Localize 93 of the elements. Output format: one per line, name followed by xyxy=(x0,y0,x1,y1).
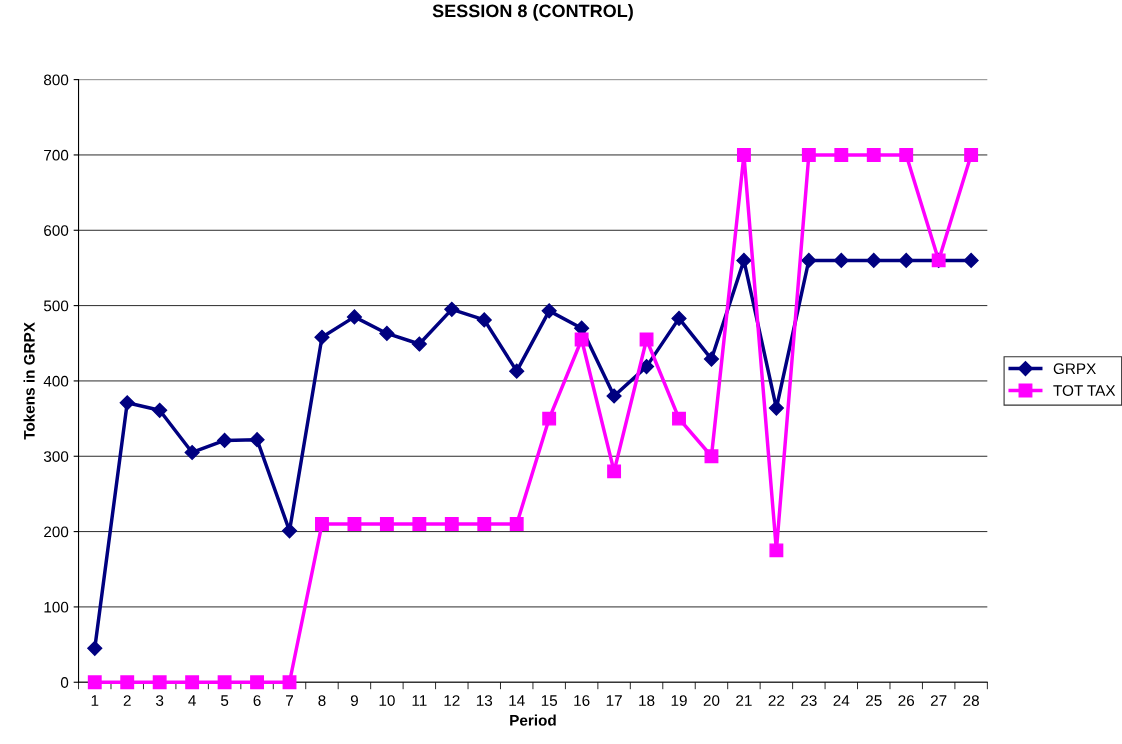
x-tick-label: 15 xyxy=(541,695,558,706)
y-tick-label: 400 xyxy=(43,375,69,387)
y-tick-label: 700 xyxy=(44,149,69,161)
x-tick-label: 22 xyxy=(768,695,785,706)
x-tick-label: 16 xyxy=(574,695,590,706)
point xyxy=(315,517,329,532)
y-tick-label: 500 xyxy=(43,300,69,312)
legend-label: TOT TAX xyxy=(1053,385,1116,396)
y-axis-title: Tokens in GRPX xyxy=(23,322,35,440)
point xyxy=(769,543,784,558)
y-tick-label: 100 xyxy=(44,601,69,613)
point xyxy=(574,332,589,347)
x-tick-label: 7 xyxy=(286,695,293,706)
x-tick-label: 14 xyxy=(509,695,525,706)
point xyxy=(898,252,914,268)
point xyxy=(346,309,363,325)
point xyxy=(444,517,459,532)
point xyxy=(282,675,297,690)
point xyxy=(736,147,751,162)
x-tick-label: 2 xyxy=(123,695,131,706)
point xyxy=(250,675,265,690)
point xyxy=(185,675,200,690)
x-tick-label: 11 xyxy=(412,695,427,706)
point xyxy=(217,675,232,690)
point xyxy=(184,444,200,461)
point xyxy=(866,147,881,162)
point xyxy=(607,464,622,479)
y-tick-label: 300 xyxy=(43,451,69,462)
point xyxy=(672,411,686,426)
point xyxy=(249,432,265,448)
x-tick-label: 21 xyxy=(736,695,752,706)
point xyxy=(120,675,135,690)
legend-label: GRPX xyxy=(1053,363,1096,375)
point xyxy=(671,310,687,326)
x-tick-label: 8 xyxy=(318,695,326,706)
x-axis-title: Period xyxy=(510,714,556,726)
x-tick-label: 10 xyxy=(379,695,395,706)
x-tick-label: 4 xyxy=(188,695,196,706)
x-tick-label: 18 xyxy=(639,695,655,706)
point xyxy=(477,517,492,532)
point xyxy=(444,301,460,317)
point xyxy=(736,252,752,268)
x-tick-label: 27 xyxy=(930,695,947,706)
point xyxy=(704,449,719,464)
x-tick-label: 20 xyxy=(703,695,720,706)
point xyxy=(768,400,784,416)
point xyxy=(801,252,817,268)
x-tick-label: 9 xyxy=(350,695,358,706)
point xyxy=(866,252,882,268)
point xyxy=(379,517,394,532)
point xyxy=(703,351,720,367)
point xyxy=(509,363,525,379)
point xyxy=(314,329,330,345)
point xyxy=(411,336,427,352)
x-tick-label: 23 xyxy=(801,695,817,706)
x-tick-label: 13 xyxy=(476,695,493,706)
x-tick-label: 6 xyxy=(253,695,261,706)
point xyxy=(542,411,557,426)
point xyxy=(379,325,395,342)
x-tick-label: 1 xyxy=(91,695,99,706)
x-tick-label: 24 xyxy=(833,695,850,706)
point xyxy=(509,517,524,532)
point xyxy=(217,432,233,449)
point xyxy=(963,252,979,268)
x-tick-label: 25 xyxy=(866,695,882,706)
point xyxy=(87,640,103,656)
x-tick-label: 5 xyxy=(220,695,229,706)
point xyxy=(281,523,298,539)
y-tick-label: 0 xyxy=(60,677,69,688)
point xyxy=(801,147,816,162)
point xyxy=(541,303,557,319)
y-tick-label: 200 xyxy=(44,526,69,538)
point xyxy=(476,312,492,328)
x-tick-label: 12 xyxy=(444,695,460,706)
x-tick-label: 26 xyxy=(898,695,915,706)
x-tick-label: 19 xyxy=(671,695,687,706)
point xyxy=(87,675,102,690)
x-tick-label: 17 xyxy=(606,695,622,706)
point xyxy=(964,147,979,162)
point xyxy=(412,517,427,532)
y-tick-label: 600 xyxy=(44,225,69,236)
point xyxy=(833,252,849,268)
point xyxy=(347,517,362,532)
x-tick-label: 3 xyxy=(156,695,164,706)
point xyxy=(152,402,168,418)
point xyxy=(834,147,849,162)
point xyxy=(606,388,622,404)
x-tick-label: 28 xyxy=(963,695,979,706)
point xyxy=(119,395,135,411)
point xyxy=(899,147,914,162)
point xyxy=(152,675,167,690)
chart-title: SESSION 8 (CONTROL) xyxy=(432,4,633,21)
y-tick-label: 800 xyxy=(43,74,69,86)
